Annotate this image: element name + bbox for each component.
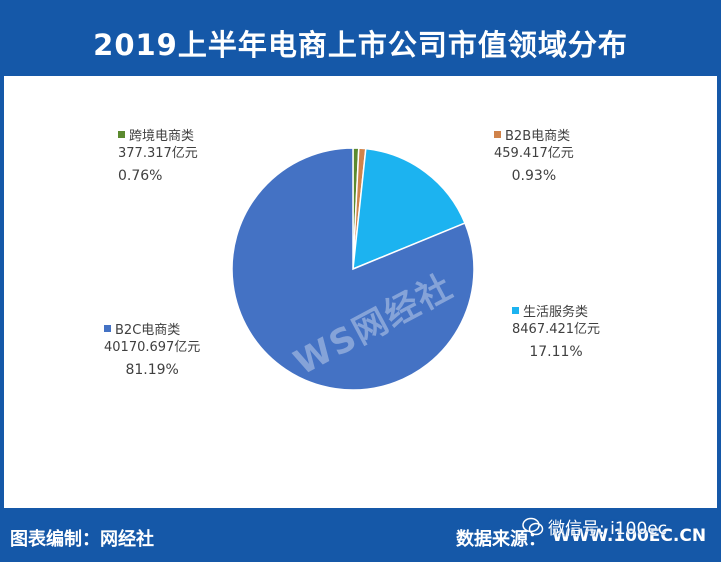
- pie-chart: [231, 147, 475, 391]
- slice-percent-b2c: 81.19%: [125, 362, 179, 378]
- pie-slice-b2c: [231, 147, 475, 391]
- wechat-icon: [522, 517, 544, 536]
- chart-title: 2019上半年电商上市公司市值领域分布: [93, 28, 628, 62]
- slice-name-b2c: B2C电商类: [115, 323, 181, 338]
- label-b2c: B2C电商类 40170.697亿元 81.19%: [104, 322, 200, 379]
- label-b2b: B2B电商类 459.417亿元 0.93%: [494, 128, 574, 185]
- footer-bar: 图表编制：网经社 数据来源： WWW.100EC.CN 微信号: i100ec: [0, 508, 721, 562]
- slice-name-b2b: B2B电商类: [505, 129, 571, 144]
- slice-name-cross-border: 跨境电商类: [129, 129, 195, 144]
- slice-value-life-services: 8467.421亿元: [512, 322, 601, 337]
- legend-swatch-cross-border: [118, 131, 125, 138]
- header-bar: 2019上半年电商上市公司市值领域分布: [0, 0, 721, 76]
- chart-panel: WS网经社 跨境电商类 377.317亿元 0.76% B2B电商类 459.4…: [4, 76, 717, 508]
- slice-value-b2b: 459.417亿元: [494, 146, 574, 161]
- slice-name-life-services: 生活服务类: [523, 305, 589, 320]
- source-url[interactable]: WWW.100EC.CN: [552, 526, 707, 546]
- legend-swatch-b2c: [104, 325, 111, 332]
- label-cross-border: 跨境电商类 377.317亿元 0.76%: [118, 128, 198, 185]
- source-label: 数据来源：: [456, 529, 546, 550]
- legend-swatch-life-services: [512, 307, 519, 314]
- label-life-services: 生活服务类 8467.421亿元 17.11%: [512, 304, 600, 361]
- pie-slice-life-services: [352, 147, 466, 271]
- slice-value-b2c: 40170.697亿元: [104, 340, 201, 355]
- legend-swatch-b2b: [494, 131, 501, 138]
- slice-value-cross-border: 377.317亿元: [118, 146, 198, 161]
- wechat-id: 微信号: i100ec: [548, 519, 668, 539]
- chart-credit: 图表编制：网经社: [10, 529, 154, 550]
- slice-percent-life-services: 17.11%: [529, 344, 583, 360]
- slice-percent-b2b: 0.93%: [511, 168, 557, 184]
- slice-percent-cross-border: 0.76%: [118, 168, 163, 184]
